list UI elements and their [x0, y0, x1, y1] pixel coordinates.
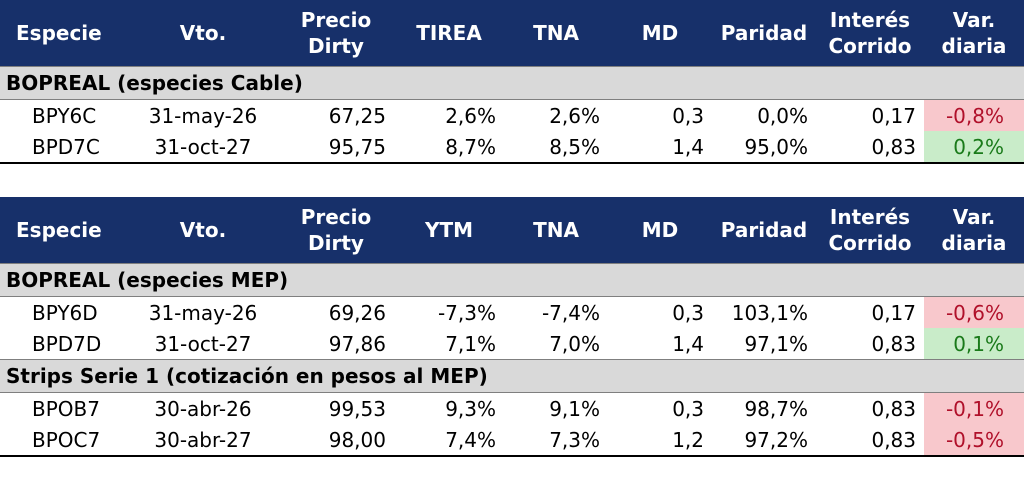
- cell-interes: 0,17: [871, 300, 916, 325]
- cell-paridad: 97,1%: [744, 331, 808, 356]
- header-especie: Especie: [0, 0, 128, 67]
- cell-precio: 67,25: [328, 103, 386, 128]
- header-precio-dirty: Precio Dirty: [278, 197, 394, 264]
- cell-tna: 2,6%: [549, 103, 600, 128]
- cell-paridad: 95,0%: [712, 131, 816, 164]
- cell-especie: BPD7C: [0, 131, 128, 164]
- cell-especie: BPOC7: [0, 424, 128, 457]
- section-row: BOPREAL (especies Cable): [0, 66, 1024, 100]
- cell-var: -0,6%: [924, 296, 1024, 328]
- cell-interes: 0,83: [871, 396, 916, 421]
- cell-paridad: 98,7%: [744, 396, 808, 421]
- header-tna: TNA: [504, 0, 608, 67]
- section-title: BOPREAL (especies Cable): [0, 66, 1024, 100]
- cell-vto: 31-may-26: [148, 103, 258, 128]
- cell-interes: 0,83: [871, 331, 916, 356]
- cell-vto: 30-abr-27: [128, 424, 278, 457]
- cell-precio: 99,53: [328, 396, 386, 421]
- cell-interes: 0,83: [816, 131, 924, 164]
- cell-especie: BPY6D: [32, 300, 98, 325]
- table-gap: [0, 164, 1024, 197]
- bopreal-cable-table: Especie Vto. Precio Dirty TIREA TNA MD Pa…: [0, 0, 1024, 164]
- cell-vto: 30-abr-26: [154, 396, 252, 421]
- cell-var: -0,1%: [924, 392, 1024, 424]
- cell-tna: 7,0%: [549, 331, 600, 356]
- cell-especie: BPY6C: [32, 103, 97, 128]
- cell-tna: 8,5%: [504, 131, 608, 164]
- header-tna: TNA: [504, 197, 608, 264]
- cell-md: 1,2: [608, 424, 712, 457]
- cell-md: 0,3: [672, 300, 704, 325]
- cell-especie: BPOB7: [32, 396, 100, 421]
- section-title: Strips Serie 1 (cotización en pesos al M…: [0, 359, 1024, 393]
- header-paridad: Paridad: [712, 0, 816, 67]
- cell-precio: 97,86: [328, 331, 386, 356]
- cell-tir: 2,6%: [445, 103, 496, 128]
- header-vto: Vto.: [128, 0, 278, 67]
- cell-tna: 7,3%: [504, 424, 608, 457]
- cell-md: 0,3: [672, 396, 704, 421]
- cell-md: 1,4: [608, 131, 712, 164]
- table-row: BPD7D 31-oct-27 97,86 7,1% 7,0% 1,4 97,1…: [0, 328, 1024, 360]
- cell-precio: 95,75: [278, 131, 394, 164]
- header-ytm: YTM: [394, 197, 504, 264]
- header-var-diaria: Var. diaria: [924, 197, 1024, 264]
- header-var-diaria: Var. diaria: [924, 0, 1024, 67]
- header-md: MD: [608, 197, 712, 264]
- cell-tir: -7,3%: [437, 300, 496, 325]
- table-header-row: Especie Vto. Precio Dirty TIREA TNA MD Pa…: [0, 0, 1024, 67]
- cell-paridad: 103,1%: [731, 300, 808, 325]
- cell-var: 0,1%: [924, 328, 1024, 360]
- header-interes-corrido: Interés Corrido: [816, 0, 924, 67]
- header-vto: Vto.: [128, 197, 278, 264]
- table-row: BPD7C 31-oct-27 95,75 8,7% 8,5% 1,4 95,0…: [0, 131, 1024, 164]
- cell-tna: 9,1%: [549, 396, 600, 421]
- header-interes-corrido: Interés Corrido: [816, 197, 924, 264]
- cell-interes: 0,17: [871, 103, 916, 128]
- cell-vto: 31-may-26: [148, 300, 258, 325]
- cell-tna: -7,4%: [541, 300, 600, 325]
- cell-paridad: 0,0%: [757, 103, 808, 128]
- cell-vto: 31-oct-27: [128, 131, 278, 164]
- cell-tir: 9,3%: [445, 396, 496, 421]
- header-md: MD: [608, 0, 712, 67]
- table-row: BPOC7 30-abr-27 98,00 7,4% 7,3% 1,2 97,2…: [0, 424, 1024, 457]
- cell-tir: 7,1%: [445, 331, 496, 356]
- table-row: BPOB7 30-abr-26 99,53 9,3% 9,1% 0,3 98,7…: [0, 392, 1024, 424]
- header-precio-dirty: Precio Dirty: [278, 0, 394, 67]
- cell-md: 1,4: [672, 331, 704, 356]
- table-row: BPY6C 31-may-26 67,25 2,6% 2,6% 0,3 0,0%…: [0, 99, 1024, 131]
- cell-interes: 0,83: [816, 424, 924, 457]
- cell-paridad: 97,2%: [712, 424, 816, 457]
- cell-var: -0,5%: [924, 424, 1024, 457]
- header-paridad: Paridad: [712, 197, 816, 264]
- cell-var: 0,2%: [924, 131, 1024, 164]
- section-row: Strips Serie 1 (cotización en pesos al M…: [0, 359, 1024, 393]
- bopreal-mep-table: Especie Vto. Precio Dirty YTM TNA MD Pari…: [0, 197, 1024, 457]
- cell-vto: 31-oct-27: [154, 331, 252, 356]
- cell-precio: 69,26: [328, 300, 386, 325]
- cell-md: 0,3: [672, 103, 704, 128]
- cell-tir: 8,7%: [394, 131, 504, 164]
- table-row: BPY6D 31-may-26 69,26 -7,3% -7,4% 0,3 10…: [0, 296, 1024, 328]
- section-title: BOPREAL (especies MEP): [0, 263, 1024, 297]
- header-tirea: TIREA: [394, 0, 504, 67]
- cell-var: -0,8%: [924, 99, 1024, 131]
- cell-especie: BPD7D: [32, 331, 102, 356]
- table-header-row: Especie Vto. Precio Dirty YTM TNA MD Pari…: [0, 197, 1024, 264]
- header-especie: Especie: [0, 197, 128, 264]
- cell-precio: 98,00: [278, 424, 394, 457]
- section-row: BOPREAL (especies MEP): [0, 263, 1024, 297]
- cell-tir: 7,4%: [394, 424, 504, 457]
